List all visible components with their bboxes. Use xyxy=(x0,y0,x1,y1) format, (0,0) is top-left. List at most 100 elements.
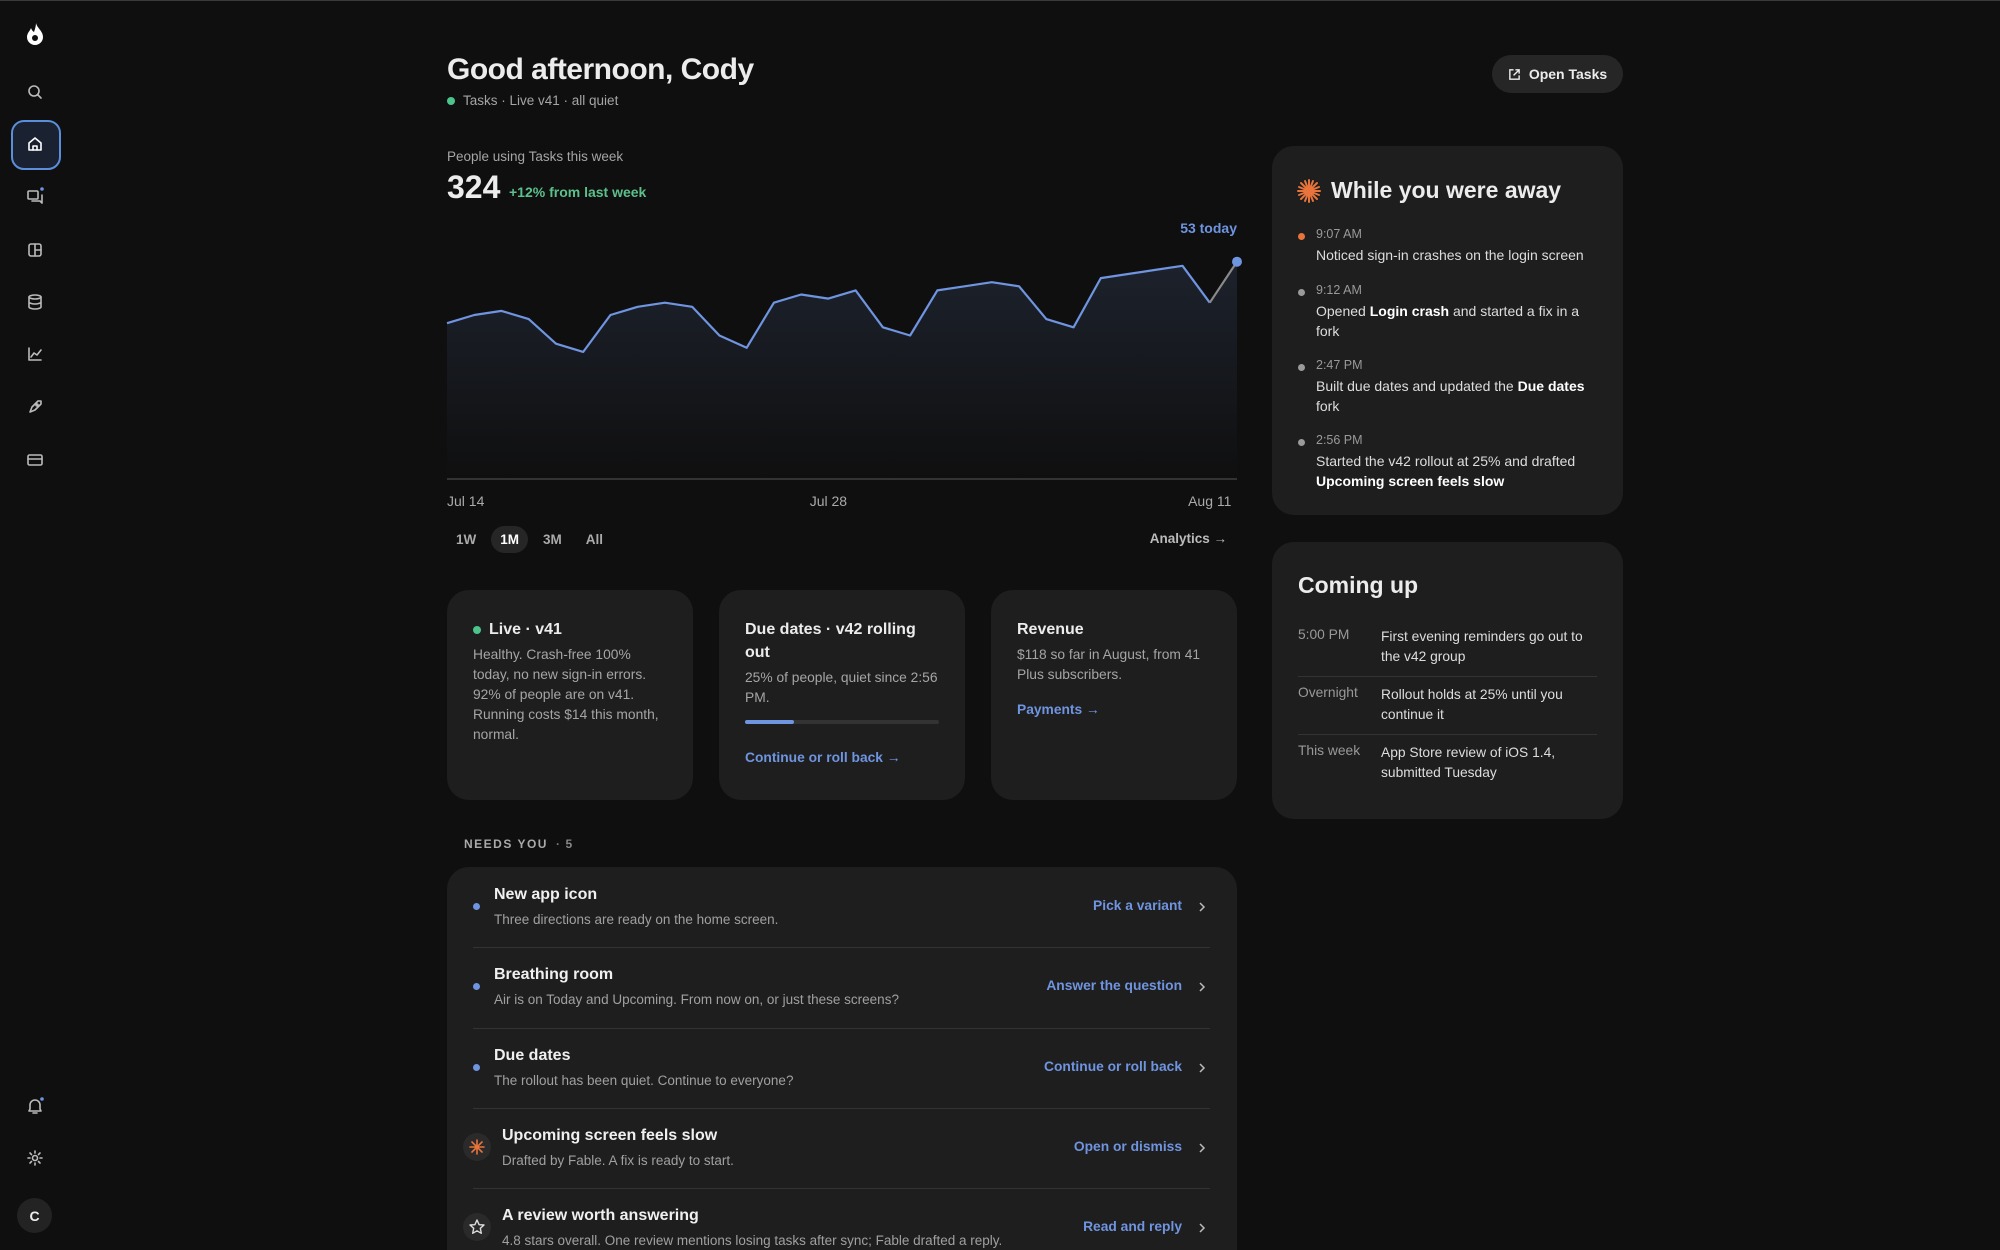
x-tick-label: Jul 14 xyxy=(447,493,485,509)
coming-when: 5:00 PM xyxy=(1298,627,1350,642)
event-dot xyxy=(1298,233,1305,240)
needs-row[interactable]: A review worth answering 4.8 stars overal… xyxy=(447,1188,1237,1250)
coming-when: This week xyxy=(1298,743,1361,758)
card-link[interactable]: Payments → xyxy=(1017,702,1100,717)
card-link[interactable]: Continue or roll back → xyxy=(745,750,901,765)
event-text-part: Noticed sign-in crashes on the login scr… xyxy=(1316,247,1584,263)
chevron-icon xyxy=(1199,1063,1206,1073)
row-title: Due dates xyxy=(494,1046,571,1064)
chevron xyxy=(1197,980,1207,992)
event-dot xyxy=(1298,364,1305,371)
away-title: While you were away xyxy=(1331,177,1562,203)
status-card: Live · v41 Healthy. Crash-free 100% today… xyxy=(447,590,693,800)
chevron-icon xyxy=(1199,902,1206,912)
star-icon xyxy=(469,1219,485,1235)
needs-row[interactable]: Due dates The rollout has been quiet. Con… xyxy=(447,1027,1237,1108)
total: 324 xyxy=(447,169,501,205)
analytics-icon[interactable] xyxy=(26,345,44,363)
chevron-icon xyxy=(1199,982,1206,992)
greeting: Good afternoon, Cody xyxy=(447,53,754,86)
search-icon[interactable] xyxy=(26,83,44,101)
needs-you-count: 5 xyxy=(565,837,574,851)
row-divider xyxy=(473,1107,1210,1109)
chart: Jul 14 Jul 28 Aug 11 xyxy=(446,256,1242,509)
event-text: Started the v42 rollout at 25% and draft… xyxy=(1316,451,1601,491)
row-divider xyxy=(473,947,1210,949)
analytics-link[interactable]: Analytics → xyxy=(1149,531,1227,546)
notifications-icon[interactable] xyxy=(26,1097,44,1115)
home-selected[interactable] xyxy=(11,120,61,170)
event-text-bold: Login crash xyxy=(1369,303,1450,319)
row-action[interactable]: Pick a variant xyxy=(1093,898,1182,913)
event-text-part: Opened xyxy=(1316,303,1370,319)
chevron-icon xyxy=(1199,1143,1206,1153)
range-tab[interactable]: 1W xyxy=(456,532,477,547)
line xyxy=(446,264,1211,353)
event-text-bold: Due dates xyxy=(1517,378,1585,394)
row-description: The rollout has been quiet. Continue to … xyxy=(494,1072,794,1088)
area xyxy=(447,261,1237,479)
coming-up-title: Coming up xyxy=(1298,572,1419,598)
card-body: Healthy. Crash-free 100% today, no new s… xyxy=(473,647,659,742)
event-text-part: and started a fix in a fork xyxy=(1316,303,1580,339)
row-icon xyxy=(463,1213,491,1242)
card-title: Live · v41 xyxy=(473,618,668,641)
card-title: Due dates · v42 rolling out xyxy=(745,618,940,664)
range-tab[interactable]: 1M xyxy=(491,526,529,553)
status-card: Due dates · v42 rolling out 25% of people… xyxy=(719,590,965,800)
coming-up-panel: Coming up 5:00 PM First evening reminders… xyxy=(1272,542,1623,819)
row-divider xyxy=(1298,676,1597,677)
database-icon[interactable] xyxy=(26,293,44,311)
event-time: 2:47 PM xyxy=(1316,358,1363,372)
coming-when: Overnight xyxy=(1298,685,1358,700)
row-action[interactable]: Continue or roll back xyxy=(1044,1058,1182,1074)
avatar[interactable]: C xyxy=(17,1198,52,1233)
needs-you-list: New app icon Three directions are ready o… xyxy=(447,867,1237,1250)
change: +12% from last week xyxy=(509,184,647,200)
range-tabs: 1W 1M 3M All xyxy=(447,526,612,553)
row-title: A review worth answering xyxy=(502,1207,699,1225)
library-icon[interactable] xyxy=(26,241,44,259)
range-tab[interactable]: All xyxy=(585,532,604,547)
status-dot xyxy=(447,97,455,105)
needs-row[interactable]: New app icon Three directions are ready o… xyxy=(447,867,1237,947)
card-body: 25% of people, quiet since 2:56 PM. xyxy=(745,670,938,705)
event-text-part: Started the v42 rollout at 25% and draft… xyxy=(1316,453,1576,469)
home-icon[interactable] xyxy=(26,135,44,153)
row-description: Drafted by Fable. A fix is ready to star… xyxy=(502,1152,734,1168)
sidebar: C xyxy=(0,1,70,1250)
chevron xyxy=(1197,900,1207,912)
settings-icon[interactable] xyxy=(26,1149,44,1167)
coming-text: Rollout holds at 25% until you continue … xyxy=(1381,687,1563,722)
event-time: 2:56 PM xyxy=(1316,433,1363,447)
billing-icon[interactable] xyxy=(26,451,44,469)
needs-row[interactable]: Upcoming screen feels slow Drafted by Fab… xyxy=(447,1107,1237,1188)
away-panel: While you were away 9:07 AM Noticed sign-… xyxy=(1272,146,1623,515)
status: Tasks · Live v41 · all quiet xyxy=(463,93,619,108)
row-action[interactable]: Open or dismiss xyxy=(1073,1138,1182,1154)
card-title-text: Due dates · v42 rolling out xyxy=(745,621,916,661)
range-tab[interactable]: 3M xyxy=(543,532,562,547)
release-icon[interactable] xyxy=(26,398,44,416)
progress-fill xyxy=(745,720,794,724)
open-tasks-button[interactable]: Open Tasks xyxy=(1492,55,1623,93)
status-card: Revenue $118 so far in August, from 41 Pl… xyxy=(991,590,1237,800)
chevron xyxy=(1197,1061,1207,1073)
fable-icon xyxy=(1297,179,1321,203)
row-icon xyxy=(463,1132,491,1161)
event-text-part: fork xyxy=(1316,398,1340,414)
event-dot xyxy=(1298,289,1305,296)
row-title: Breathing room xyxy=(494,966,614,984)
chevron xyxy=(1197,1221,1207,1233)
card-dot xyxy=(473,625,481,634)
event-text: Opened Login crash and started a fix in … xyxy=(1316,301,1601,341)
event-text: Built due dates and updated the Due date… xyxy=(1316,376,1601,416)
row-divider xyxy=(473,1027,1210,1029)
row-action[interactable]: Answer the question xyxy=(1046,978,1182,994)
card-title-text: Revenue xyxy=(1017,621,1084,638)
row-action[interactable]: Read and reply xyxy=(1083,1219,1182,1235)
progress-track xyxy=(745,720,939,724)
coming-text: App Store review of iOS 1.4, submitted T… xyxy=(1381,745,1556,780)
messages-icon[interactable] xyxy=(26,187,44,205)
needs-row[interactable]: Breathing room Air is on Today and Upcomi… xyxy=(447,947,1237,1027)
